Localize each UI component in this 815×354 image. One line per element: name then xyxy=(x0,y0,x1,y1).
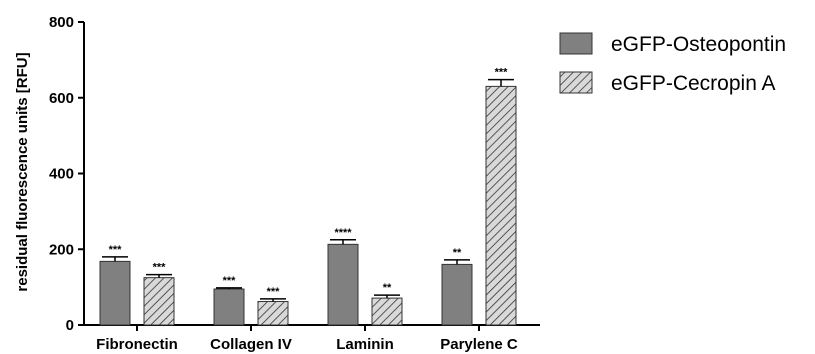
bar-osteopontin xyxy=(441,263,473,326)
axes: 0 200 400 600 800 Fibronectin Collagen IV Lamin… xyxy=(49,14,540,353)
significance-label: ** xyxy=(383,282,392,294)
significance-label: *** xyxy=(223,275,237,287)
y-tick-label: 400 xyxy=(49,166,74,183)
legend-swatch xyxy=(559,71,593,94)
significance-label: **** xyxy=(334,227,352,239)
bar-cecropin xyxy=(371,297,403,326)
legend: eGFP-Osteopontin eGFP-Cecropin A xyxy=(559,32,786,95)
y-tick-label: 0 xyxy=(66,317,74,334)
significance-label: *** xyxy=(109,244,123,256)
significance-label: ** xyxy=(453,247,462,259)
legend-label: eGFP-Osteopontin xyxy=(611,33,786,56)
significance-label: *** xyxy=(495,67,509,79)
bar-osteopontin xyxy=(213,288,245,326)
legend-label: eGFP-Cecropin A xyxy=(611,72,776,95)
x-tick-label: Collagen IV xyxy=(210,336,292,353)
y-tick-label: 600 xyxy=(49,90,74,107)
bars: *********************** xyxy=(99,67,517,326)
bar-osteopontin xyxy=(99,260,131,326)
x-tick-label: Parylene C xyxy=(440,336,518,353)
x-tick-label: Laminin xyxy=(336,336,394,353)
legend-swatch xyxy=(559,32,593,55)
significance-label: *** xyxy=(153,262,167,274)
y-tick-label: 800 xyxy=(49,14,74,31)
bar-osteopontin xyxy=(327,243,359,326)
significance-label: *** xyxy=(267,286,281,298)
bar-cecropin xyxy=(257,301,289,326)
x-tick-label: Fibronectin xyxy=(96,336,178,353)
y-axis-title: residual fluorescence units [RFU] xyxy=(14,52,31,291)
bar-cecropin xyxy=(143,277,175,326)
bar-cecropin xyxy=(485,85,517,326)
y-tick-label: 200 xyxy=(49,241,74,258)
